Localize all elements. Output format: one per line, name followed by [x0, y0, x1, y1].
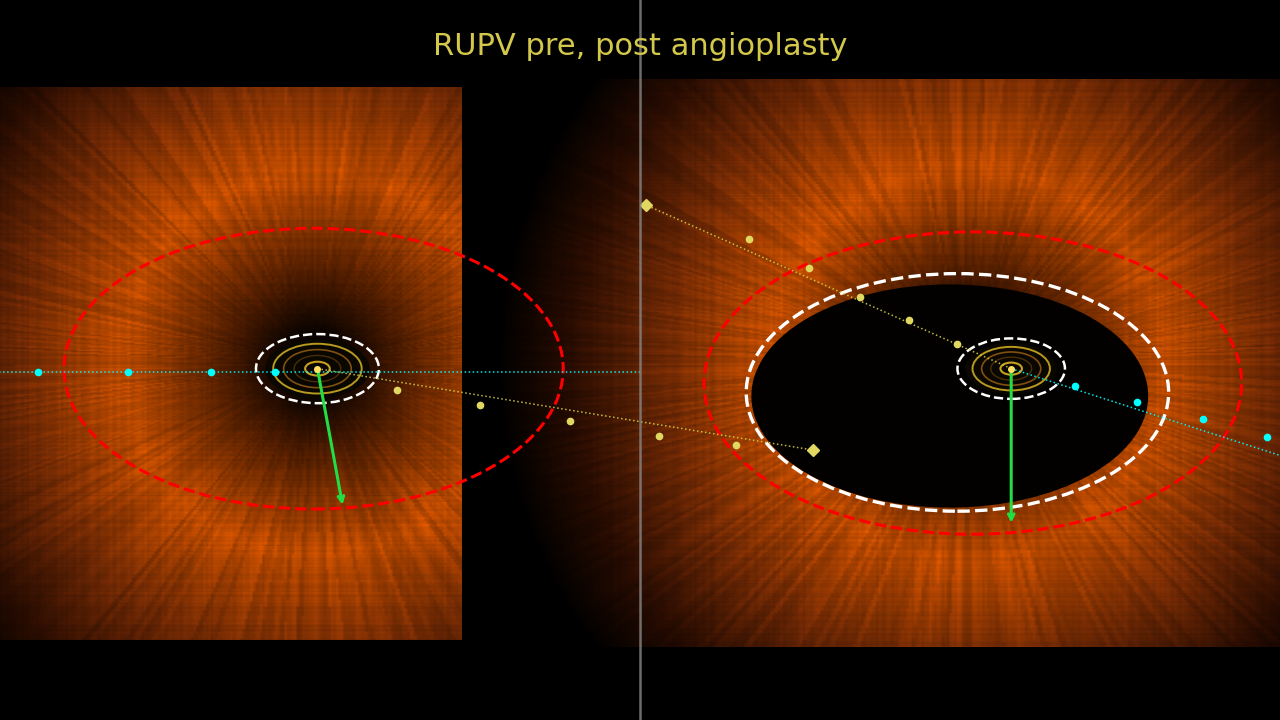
Circle shape: [965, 343, 1057, 395]
Text: RUPV pre, post angioplasty: RUPV pre, post angioplasty: [433, 32, 847, 61]
Circle shape: [751, 284, 1148, 508]
Circle shape: [265, 339, 370, 398]
Polygon shape: [1015, 369, 1039, 461]
